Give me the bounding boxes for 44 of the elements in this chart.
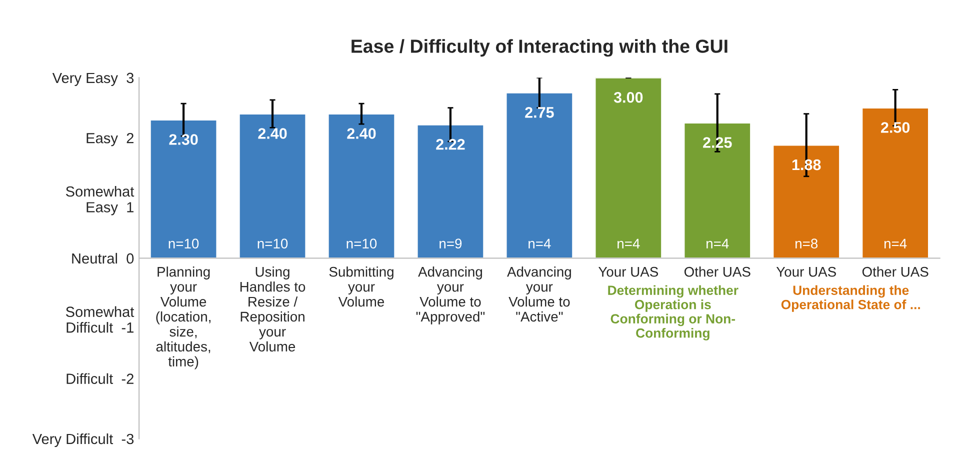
data-label: 2.75 bbox=[525, 107, 554, 118]
x-tick-label: Your UAS bbox=[598, 266, 658, 277]
bar bbox=[505, 92, 574, 259]
bar bbox=[861, 107, 930, 259]
bar bbox=[594, 78, 662, 259]
annotation: Determining whether Operation is Conforming or Non- Conforming bbox=[608, 285, 738, 340]
annotation: n=8 bbox=[796, 238, 818, 249]
x-tick-label: Your UAS bbox=[776, 266, 836, 277]
data-label: 2.40 bbox=[347, 128, 376, 139]
bar bbox=[772, 144, 840, 259]
annotation: Understanding the Operational State of ... bbox=[781, 285, 920, 312]
x-tick-label: Using Handles to Resize / Reposition your Volume bbox=[240, 266, 306, 352]
annotation: n=10 bbox=[168, 238, 199, 249]
data-label: 2.30 bbox=[169, 134, 198, 145]
x-tick-label: Other UAS bbox=[684, 266, 750, 277]
x-tick-label: Advancing your Volume to "Approved" bbox=[416, 266, 485, 324]
y-tick-label: Difficult -2 bbox=[66, 373, 134, 384]
bar bbox=[238, 113, 307, 259]
y-tick-label: Easy 2 bbox=[86, 132, 134, 146]
annotation: n=10 bbox=[346, 238, 377, 249]
annotation: n=9 bbox=[440, 238, 462, 249]
x-tick-label: Submitting your Volume bbox=[329, 266, 394, 307]
y-tick-label: Very Difficult -3 bbox=[32, 433, 134, 448]
x-tick-label: Other UAS bbox=[862, 266, 928, 277]
data-label: 3.00 bbox=[614, 92, 643, 103]
y-tick-label: Somewhat Difficult -1 bbox=[66, 306, 134, 333]
y-tick-label: Neutral 0 bbox=[72, 252, 134, 264]
chart-title: Ease / Difficulty of Interacting with the GUI bbox=[352, 39, 728, 57]
annotation: n=4 bbox=[706, 238, 729, 248]
annotation: n=4 bbox=[884, 238, 907, 248]
annotation: n=4 bbox=[528, 238, 551, 248]
x-tick-label: Planning your Volume (location, size, altitudes, time) bbox=[156, 266, 210, 370]
annotation: n=10 bbox=[258, 238, 288, 249]
y-tick-label: Very Easy 3 bbox=[52, 72, 134, 86]
data-label: 2.22 bbox=[436, 138, 465, 150]
annotation: n=4 bbox=[618, 238, 640, 248]
data-label: 2.50 bbox=[880, 122, 910, 133]
x-tick-label: Advancing your Volume to "Active" bbox=[507, 266, 571, 322]
bar bbox=[327, 113, 396, 259]
data-label: 2.40 bbox=[258, 128, 287, 139]
bar bbox=[683, 122, 752, 259]
bar bbox=[416, 124, 485, 259]
y-tick-label: Somewhat Easy 1 bbox=[66, 186, 134, 216]
bar bbox=[149, 119, 218, 259]
